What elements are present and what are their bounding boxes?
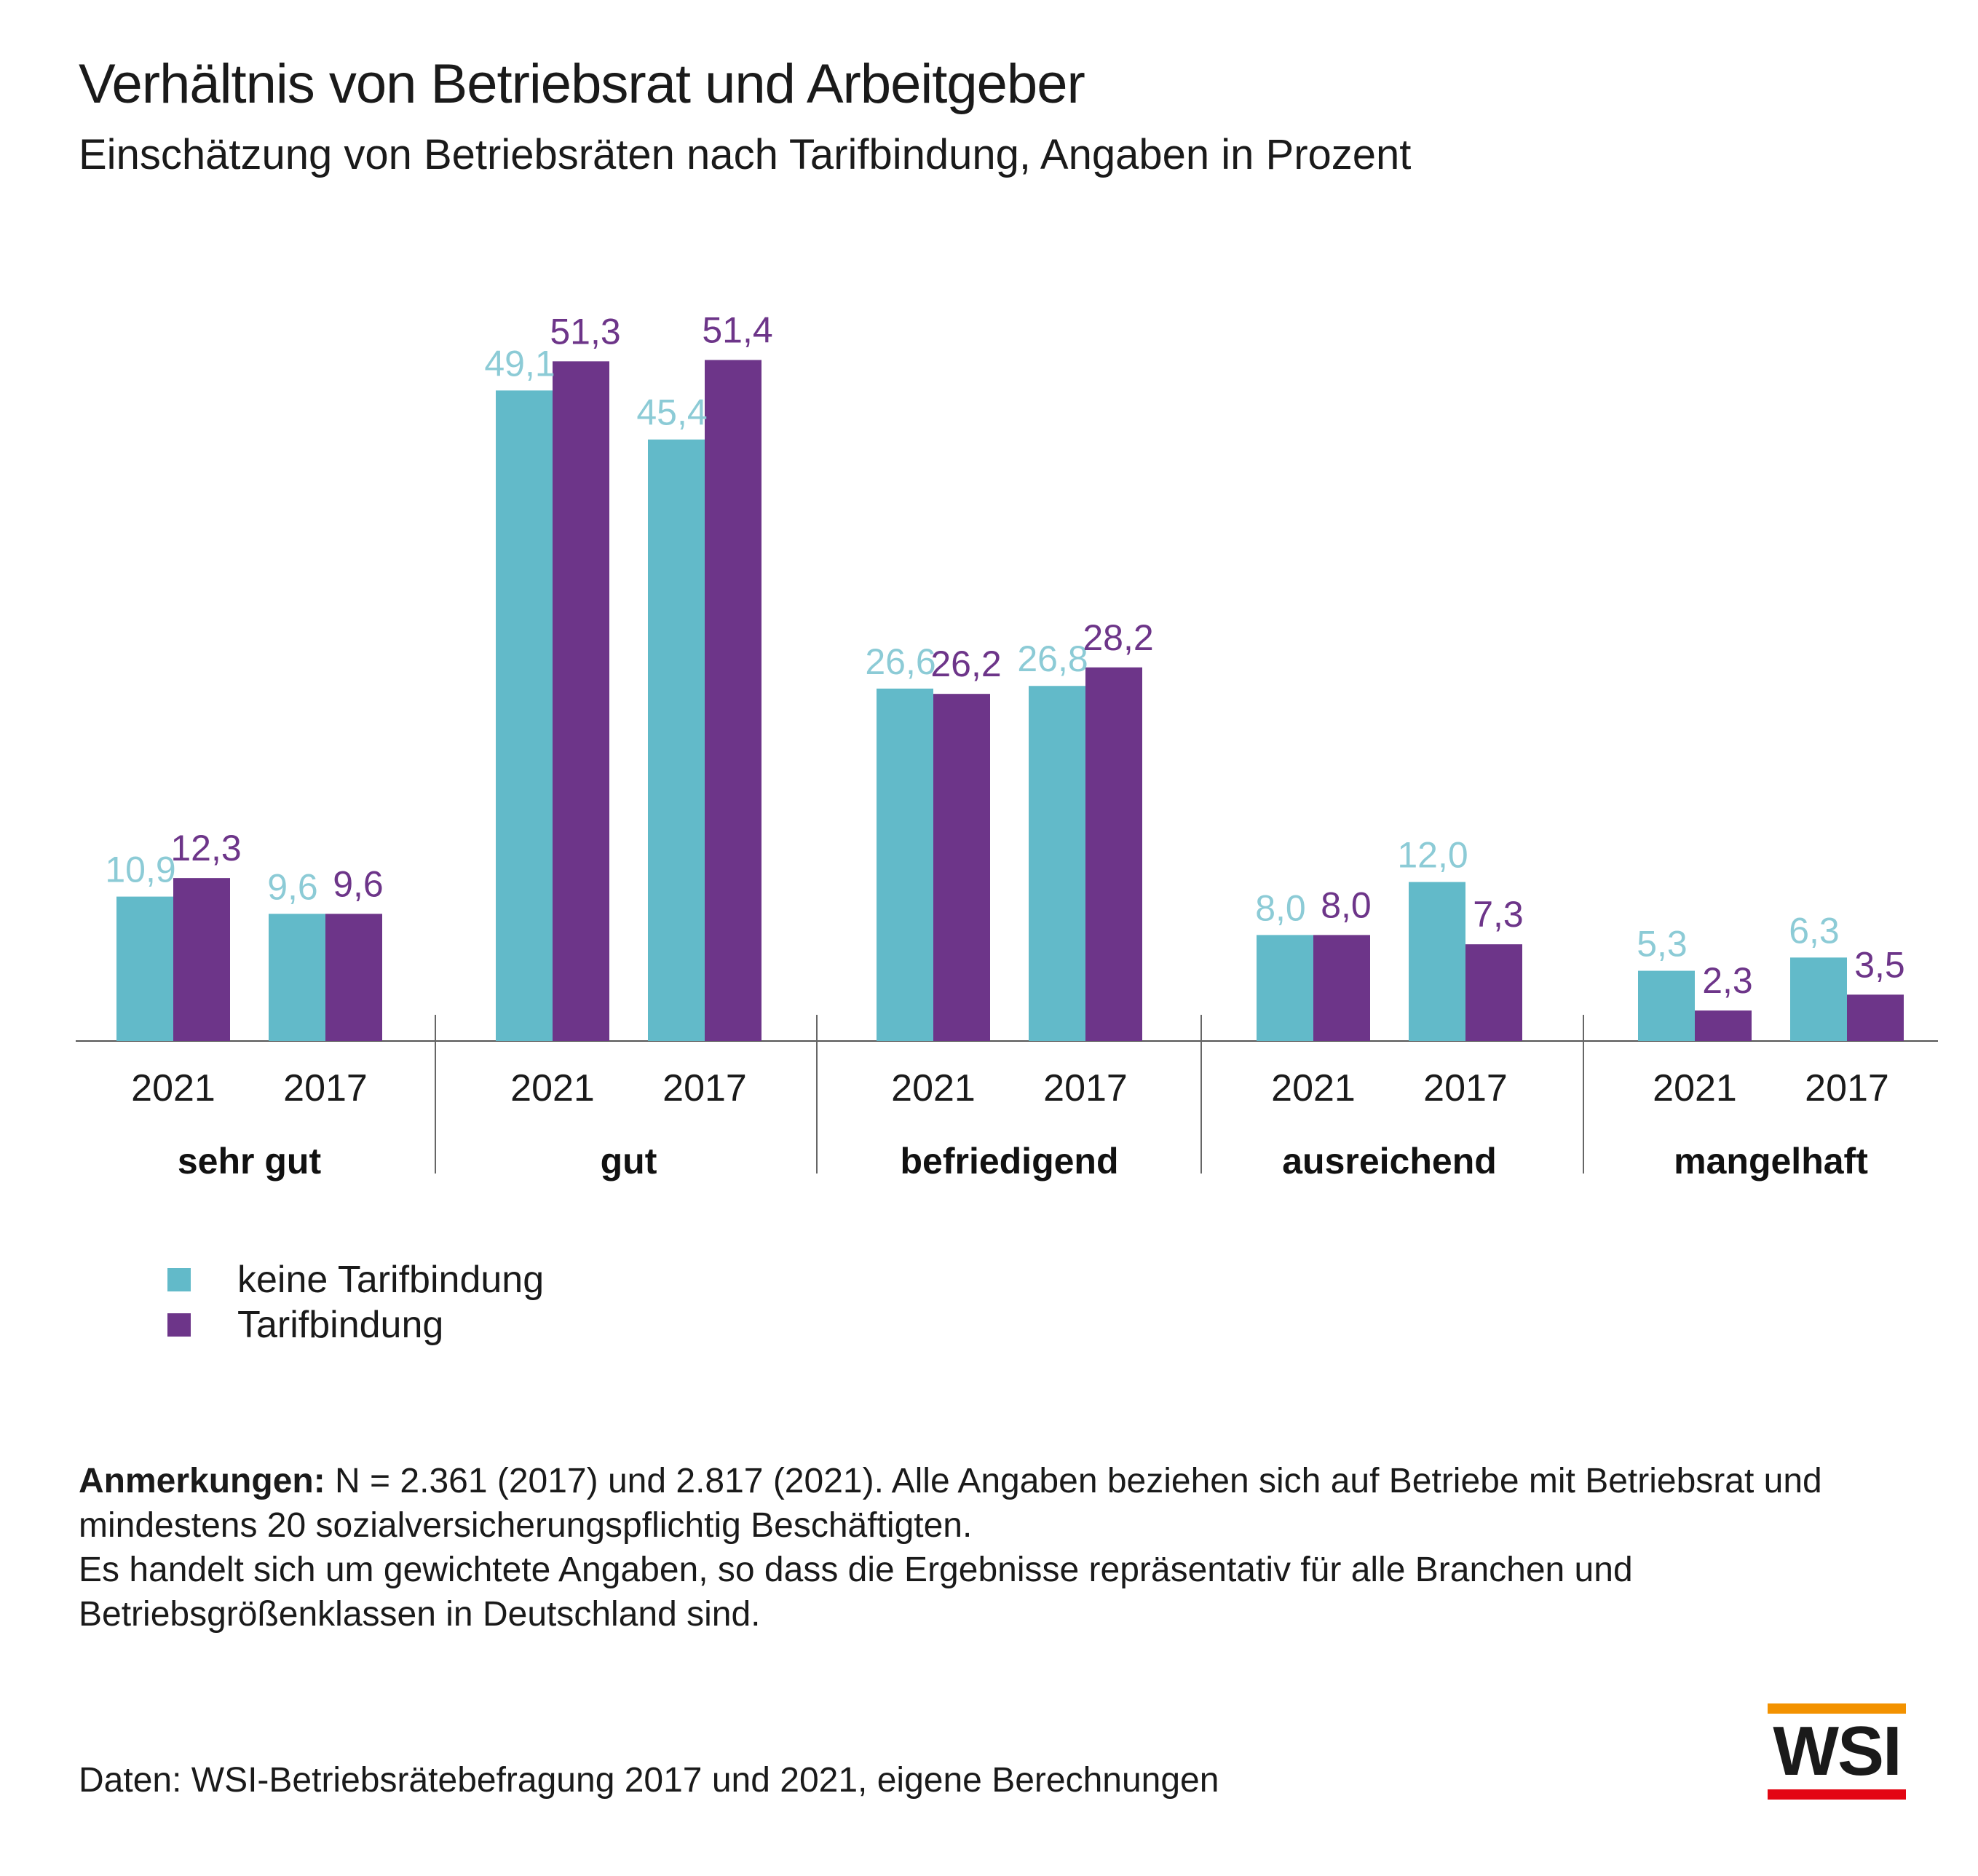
year-tick-label: 2017 — [1423, 1067, 1508, 1109]
notes-text-1: N = 2.361 (2017) und 2.817 (2021). Alle … — [79, 1462, 1822, 1545]
year-tick-label: 2021 — [891, 1067, 976, 1109]
bar-tarif-mangelhaft-2021 — [1695, 1010, 1752, 1041]
category-label: befriedigend — [900, 1141, 1118, 1182]
year-tick-label: 2021 — [1271, 1067, 1356, 1109]
bar-tarif-gut-2017 — [705, 360, 761, 1041]
category-label: sehr gut — [178, 1141, 322, 1182]
legend-label-keine: keine Tarifbindung — [237, 1259, 545, 1301]
year-tick-label: 2017 — [1043, 1067, 1128, 1109]
value-label-keine: 12,0 — [1397, 835, 1468, 876]
year-tick-label: 2017 — [1805, 1067, 1889, 1109]
bar-tarif-mangelhaft-2017 — [1847, 994, 1904, 1041]
year-tick-label: 2017 — [283, 1067, 368, 1109]
bar-keine-ausreichend-2021 — [1257, 935, 1313, 1041]
value-label-keine: 6,3 — [1789, 910, 1840, 951]
legend-swatch-keine — [167, 1268, 191, 1291]
value-label-tarif: 12,3 — [170, 828, 241, 868]
legend-item-tarif: Tarifbindung — [167, 1303, 443, 1347]
value-label-tarif: 9,6 — [333, 863, 384, 904]
source-note: Daten: WSI-Betriebsrätebefragung 2017 un… — [79, 1761, 1219, 1800]
bar-keine-ausreichend-2017 — [1409, 882, 1465, 1041]
value-label-keine: 45,4 — [636, 392, 707, 433]
chart-subtitle: Einschätzung von Betriebsräten nach Tari… — [79, 131, 1412, 178]
value-label-tarif: 3,5 — [1854, 944, 1905, 985]
notes-paragraph-2: Es handelt sich um gewichtete Angaben, s… — [79, 1550, 1633, 1634]
bar-tarif-sehr-gut-2021 — [173, 878, 230, 1041]
value-label-keine: 26,6 — [865, 641, 935, 682]
value-label-keine: 8,0 — [1255, 887, 1306, 928]
legend-item-keine: keine Tarifbindung — [167, 1258, 544, 1302]
bar-tarif-ausreichend-2017 — [1465, 944, 1522, 1041]
bar-keine-sehr-gut-2017 — [269, 914, 325, 1041]
notes: Anmerkungen: N = 2.361 (2017) und 2.817 … — [79, 1460, 1928, 1637]
notes-label: Anmerkungen: — [79, 1462, 325, 1500]
bar-keine-mangelhaft-2017 — [1790, 957, 1847, 1041]
bar-keine-mangelhaft-2021 — [1638, 970, 1695, 1041]
value-label-tarif: 26,2 — [930, 644, 1001, 684]
wsi-logo: WSI — [1768, 1703, 1906, 1800]
value-label-tarif: 51,3 — [550, 311, 620, 352]
bar-keine-befriedigend-2017 — [1029, 686, 1085, 1041]
bar-tarif-sehr-gut-2017 — [325, 914, 382, 1041]
value-label-keine: 26,8 — [1017, 638, 1088, 679]
value-label-keine: 9,6 — [267, 866, 318, 907]
value-label-tarif: 2,3 — [1702, 960, 1753, 1001]
category-label: mangelhaft — [1674, 1141, 1868, 1182]
year-tick-label: 2021 — [1653, 1067, 1737, 1109]
year-tick-label: 2021 — [131, 1067, 215, 1109]
bar-keine-gut-2021 — [496, 390, 553, 1041]
value-label-tarif: 51,4 — [702, 310, 772, 351]
value-label-keine: 5,3 — [1637, 924, 1688, 965]
bar-keine-sehr-gut-2021 — [116, 896, 173, 1041]
logo-orange-bar — [1768, 1703, 1906, 1714]
chart-title: Verhältnis von Betriebsrat und Arbeitgeb… — [79, 53, 1085, 115]
bar-keine-gut-2017 — [648, 439, 705, 1041]
year-tick-label: 2017 — [662, 1067, 747, 1109]
bar-keine-befriedigend-2021 — [877, 688, 933, 1041]
bar-chart: 10,912,3 2021 9,6 9,6 2017 sehr gut 49,151,3 20… — [76, 310, 1938, 1182]
bar-tarif-gut-2021 — [553, 361, 609, 1042]
year-tick-label: 2021 — [510, 1067, 595, 1109]
value-label-tarif: 8,0 — [1321, 884, 1372, 925]
value-label-keine: 49,1 — [484, 343, 555, 384]
category-label: ausreichend — [1282, 1141, 1497, 1182]
logo-text: WSI — [1773, 1712, 1902, 1790]
value-label-tarif: 7,3 — [1473, 894, 1524, 935]
logo-red-bar — [1768, 1789, 1906, 1800]
bar-tarif-befriedigend-2021 — [933, 694, 990, 1041]
notes-paragraph-1: Anmerkungen: N = 2.361 (2017) und 2.817 … — [79, 1460, 1928, 1548]
bar-tarif-ausreichend-2021 — [1313, 935, 1370, 1041]
category-label: gut — [601, 1141, 657, 1182]
legend-label-tarif: Tarifbindung — [237, 1304, 444, 1346]
value-label-tarif: 28,2 — [1083, 617, 1153, 658]
value-label-keine: 10,9 — [105, 850, 175, 890]
bar-tarif-befriedigend-2017 — [1085, 667, 1142, 1041]
legend-swatch-tarif — [167, 1313, 191, 1337]
